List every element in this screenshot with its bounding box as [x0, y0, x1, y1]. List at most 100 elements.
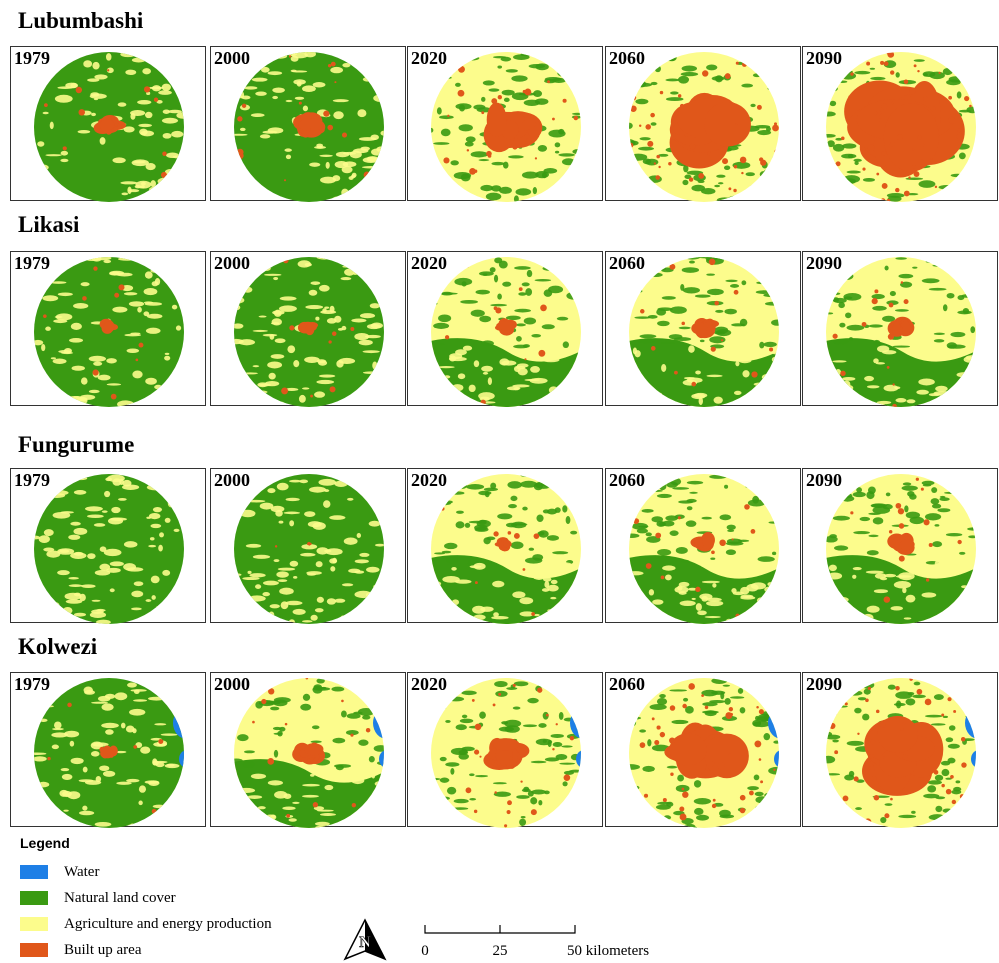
urban-dot	[570, 736, 574, 740]
cover-patch	[513, 345, 528, 349]
cover-patch	[164, 356, 170, 361]
cover-patch	[843, 195, 847, 200]
cover-patch	[324, 785, 333, 790]
cover-patch	[823, 809, 841, 817]
cover-patch	[470, 565, 482, 568]
cover-patch	[838, 393, 854, 401]
urban-dot	[845, 702, 848, 705]
cover-patch	[95, 609, 105, 612]
cover-patch	[903, 482, 912, 485]
cover-patch	[449, 357, 467, 361]
cover-patch	[469, 798, 476, 800]
cover-patch	[657, 549, 671, 556]
cover-patch	[531, 790, 546, 795]
cover-patch	[935, 775, 943, 781]
cover-patch	[73, 303, 88, 309]
cover-patch	[288, 52, 298, 57]
cover-patch	[41, 705, 54, 707]
cover-patch	[484, 488, 498, 491]
urban-dot	[578, 395, 584, 401]
map-layers	[11, 47, 207, 202]
cover-patch	[251, 774, 266, 779]
cover-patch	[341, 403, 352, 407]
cover-patch	[277, 483, 289, 491]
cover-patch	[638, 526, 648, 528]
cover-patch	[834, 545, 848, 550]
cover-patch	[707, 375, 723, 378]
cover-patch	[336, 360, 343, 368]
cover-patch	[884, 385, 899, 392]
cover-patch	[65, 593, 82, 600]
cover-patch	[458, 483, 467, 489]
urban-dot	[654, 162, 656, 164]
urban-dot	[341, 700, 344, 703]
urban-dot	[718, 762, 725, 769]
legend-item: Built up area	[20, 937, 272, 963]
urban-dot	[725, 73, 731, 79]
cover-patch	[896, 72, 900, 77]
urban-patch	[493, 738, 520, 750]
cover-patch	[317, 146, 323, 149]
urban-dot	[43, 314, 47, 318]
cover-patch	[740, 596, 755, 600]
water	[148, 673, 180, 693]
cover-patch	[359, 137, 377, 141]
cover-patch	[293, 609, 306, 615]
cover-patch	[450, 160, 458, 165]
cover-patch	[445, 720, 451, 723]
cover-patch	[938, 400, 946, 407]
cover-patch	[143, 311, 149, 316]
cover-patch	[873, 358, 879, 363]
urban-dot	[275, 545, 277, 547]
urban-dot	[752, 817, 758, 823]
cover-patch	[898, 274, 913, 278]
urban-dot	[870, 739, 875, 744]
cover-patch	[293, 576, 297, 579]
cover-patch	[740, 319, 747, 327]
urban-dot	[260, 609, 264, 613]
cover-patch	[375, 781, 386, 786]
cover-patch	[937, 819, 946, 824]
urban-dot	[930, 158, 932, 160]
cover-patch	[526, 620, 541, 623]
cover-patch	[234, 387, 250, 391]
cover-patch	[103, 771, 115, 777]
cover-patch	[309, 163, 320, 167]
map-panel: 2000	[210, 468, 406, 623]
cover-patch	[447, 787, 456, 795]
cover-patch	[642, 509, 654, 513]
cover-patch	[69, 338, 83, 343]
scale-label: 25	[493, 943, 508, 959]
urban-dot	[633, 518, 639, 524]
cover-patch	[147, 314, 163, 319]
cover-patch	[776, 298, 781, 304]
cover-patch	[175, 689, 182, 691]
cover-patch	[751, 401, 769, 404]
urban-dot	[833, 334, 838, 339]
cover-patch	[681, 72, 699, 76]
urban-dot	[76, 87, 82, 93]
cover-patch	[653, 686, 659, 692]
cover-patch	[53, 359, 67, 364]
cover-patch	[562, 158, 575, 165]
cover-patch	[333, 111, 343, 119]
cover-patch	[949, 725, 956, 731]
cover-patch	[162, 84, 171, 91]
urban-dot	[675, 128, 682, 135]
cover-patch	[305, 305, 323, 309]
cover-patch	[520, 473, 530, 477]
urban-dot	[507, 810, 511, 814]
cover-patch	[845, 312, 851, 318]
cover-patch	[508, 504, 517, 508]
cover-patch	[71, 758, 84, 764]
cover-patch	[909, 494, 916, 500]
urban-dot	[170, 705, 174, 709]
urban-dot	[429, 196, 435, 202]
urban-dot	[352, 803, 356, 807]
cover-patch	[826, 292, 840, 295]
cover-patch	[118, 498, 127, 501]
legend-title: Legend	[20, 835, 272, 851]
cover-patch	[255, 584, 261, 589]
urban-dot	[904, 299, 909, 304]
cover-patch	[511, 75, 527, 81]
